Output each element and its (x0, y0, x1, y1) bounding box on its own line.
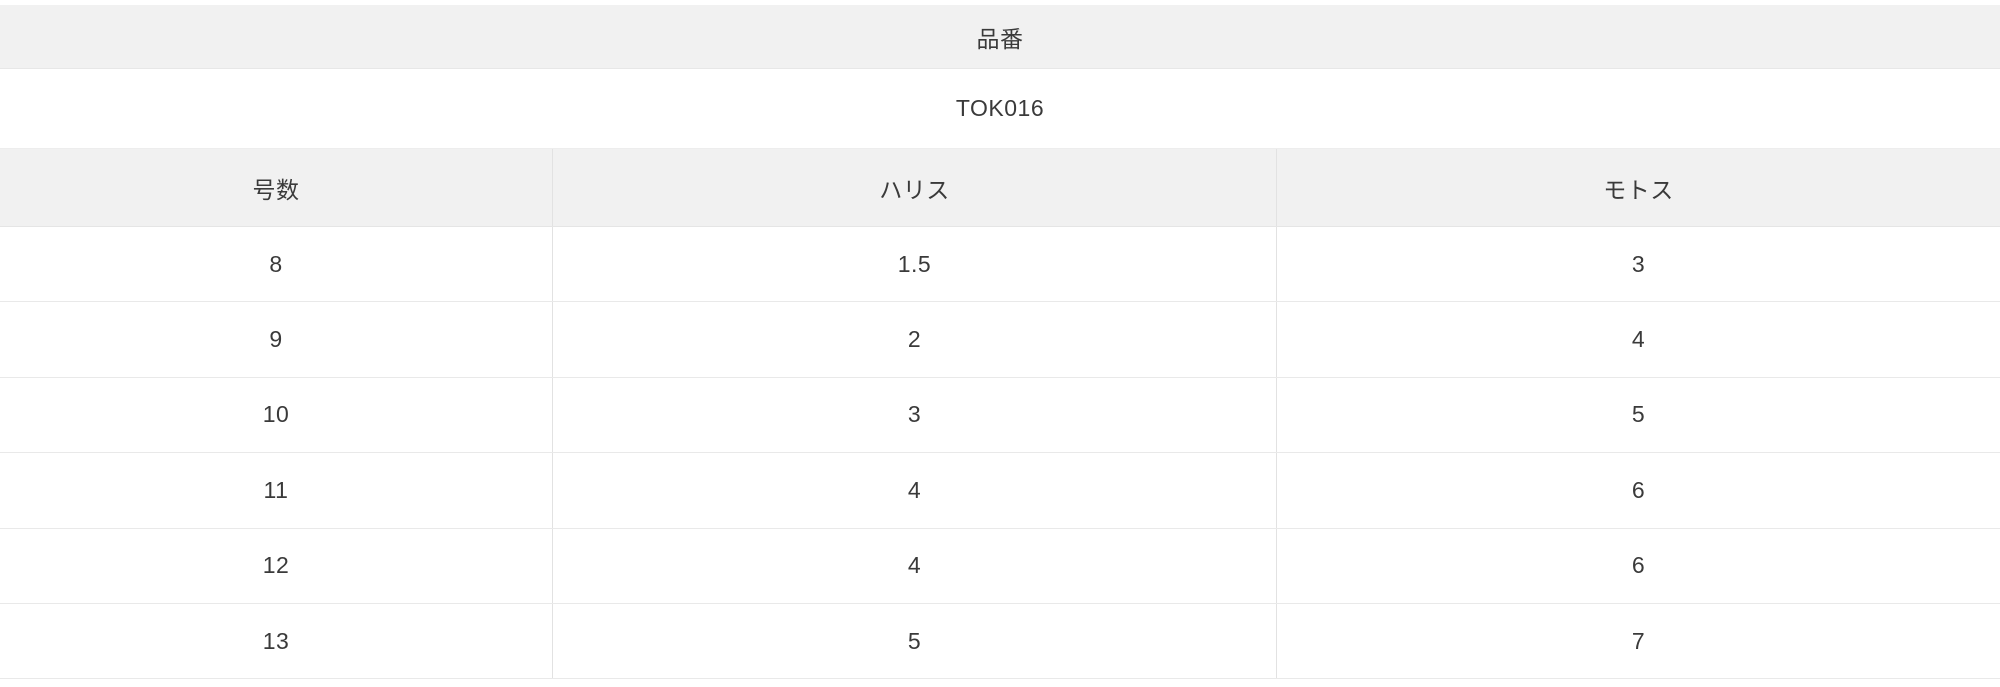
table-row: 8 1.5 3 (0, 227, 2000, 303)
product-code-row: TOK016 (0, 69, 2000, 149)
table-row: 12 4 6 (0, 528, 2000, 604)
cell-motosu: 4 (1276, 302, 2000, 377)
cell-harisu: 2 (552, 302, 1276, 377)
table-row: 9 2 4 (0, 302, 2000, 378)
cell-size: 9 (269, 326, 283, 353)
cell-size: 10 (262, 401, 290, 428)
column-header-size: 号数 (252, 176, 300, 203)
table-row: 10 3 5 (0, 377, 2000, 454)
cell-motosu: 3 (1276, 227, 2000, 302)
product-number-header-row: 品番 (0, 5, 2000, 69)
cell-size: 13 (262, 627, 290, 654)
cell-motosu: 6 (1276, 528, 2000, 603)
table-row: 13 5 7 (0, 603, 2000, 680)
cell-harisu: 3 (552, 377, 1276, 453)
cell-harisu: 4 (552, 453, 1276, 528)
cell-motosu: 7 (1276, 603, 2000, 679)
column-header-harisu: ハリス (552, 149, 1276, 226)
table-row: 11 4 6 (0, 453, 2000, 529)
product-code-value: TOK016 (955, 95, 1045, 121)
cell-harisu: 5 (552, 603, 1276, 679)
cell-size: 11 (263, 476, 289, 503)
cell-motosu: 5 (1276, 377, 2000, 453)
cell-motosu: 6 (1276, 453, 2000, 528)
product-number-label: 品番 (976, 25, 1024, 52)
cell-harisu: 4 (552, 528, 1276, 603)
product-spec-table: 品番 TOK016 号数 ハリス モトス 8 1.5 3 9 2 4 10 3 … (0, 5, 2000, 680)
column-header-row: 号数 ハリス モトス (0, 149, 2000, 227)
cell-size: 12 (262, 552, 290, 579)
cell-harisu: 1.5 (552, 227, 1276, 302)
cell-size: 8 (269, 250, 283, 277)
column-header-motosu: モトス (1276, 149, 2000, 226)
